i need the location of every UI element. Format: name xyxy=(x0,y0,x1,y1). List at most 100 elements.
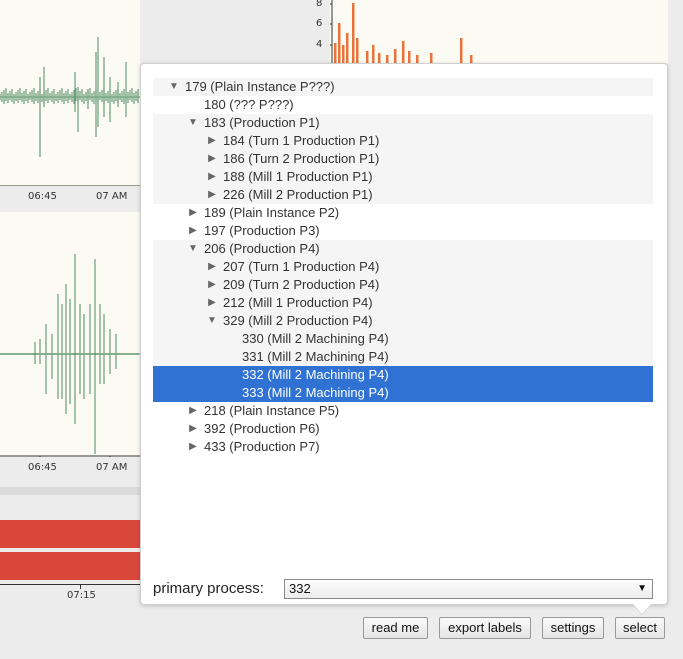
tree-item-label: 329 (Mill 2 Production P4) xyxy=(223,313,373,328)
export-labels-button[interactable]: export labels xyxy=(439,617,531,639)
histogram-bar xyxy=(366,51,369,63)
tree-item-label: 179 (Plain Instance P???) xyxy=(185,79,335,94)
timeline-bar xyxy=(0,552,140,580)
histogram-bar xyxy=(430,53,433,63)
histogram-bar xyxy=(356,38,359,63)
histogram-bar xyxy=(378,53,381,63)
histogram-bar xyxy=(402,41,405,63)
triangle-down-icon[interactable]: ▼ xyxy=(188,117,198,128)
tree-item-label: 433 (Production P7) xyxy=(204,439,320,454)
read-me-button[interactable]: read me xyxy=(363,617,428,639)
histogram-bar xyxy=(416,55,419,63)
tree-item-label: 212 (Mill 1 Production P4) xyxy=(223,295,373,310)
histogram-bar xyxy=(394,49,397,63)
tree-item[interactable]: ▶ 392 (Production P6) xyxy=(153,420,653,438)
triangle-right-icon[interactable]: ▶ xyxy=(208,153,216,164)
histogram-chart xyxy=(330,0,668,63)
tick-label: 06:45 xyxy=(28,462,57,473)
tree-item[interactable]: 331 (Mill 2 Machining P4) xyxy=(153,348,653,366)
tree-item[interactable]: ▶ 184 (Turn 1 Production P1) xyxy=(153,132,653,150)
triangle-right-icon[interactable]: ▶ xyxy=(189,405,197,416)
tree-item[interactable]: ▶ 189 (Plain Instance P2) xyxy=(153,204,653,222)
tree-item-label: 206 (Production P4) xyxy=(204,241,320,256)
waveform-chart-middle xyxy=(0,212,140,461)
tree-item[interactable]: ▶ 207 (Turn 1 Production P4) xyxy=(153,258,653,276)
triangle-right-icon[interactable]: ▶ xyxy=(208,297,216,308)
tree-item-label: 331 (Mill 2 Machining P4) xyxy=(242,349,389,364)
settings-button[interactable]: settings xyxy=(542,617,604,639)
timeline-tick xyxy=(80,584,81,589)
tree-item-label: 207 (Turn 1 Production P4) xyxy=(223,259,380,274)
tree-item-label: 189 (Plain Instance P2) xyxy=(204,205,340,220)
histogram-bar xyxy=(342,45,345,63)
timeline-axis xyxy=(0,584,140,585)
triangle-right-icon[interactable]: ▶ xyxy=(189,441,197,452)
triangle-right-icon[interactable]: ▶ xyxy=(189,423,197,434)
tree-item[interactable]: ▶ 197 (Production P3) xyxy=(153,222,653,240)
tree-item-label: 197 (Production P3) xyxy=(204,223,320,238)
triangle-down-icon[interactable]: ▼ xyxy=(188,243,198,254)
caret-down-icon: ▼ xyxy=(637,583,647,594)
tree-item-label: 218 (Plain Instance P5) xyxy=(204,403,340,418)
timeline-bar xyxy=(0,520,140,548)
tree-item[interactable]: ▼ 329 (Mill 2 Production P4) xyxy=(153,312,653,330)
triangle-down-icon[interactable]: ▼ xyxy=(169,81,179,92)
histogram-bar xyxy=(352,3,355,63)
tree-item[interactable]: ▶ 218 (Plain Instance P5) xyxy=(153,402,653,420)
y-tick-label: 6 xyxy=(316,18,323,29)
tree-item[interactable]: ▶ 209 (Turn 2 Production P4) xyxy=(153,276,653,294)
tree-item-label: 333 (Mill 2 Machining P4) xyxy=(242,385,389,400)
tree-item[interactable]: 332 (Mill 2 Machining P4) xyxy=(153,366,653,384)
tree-item-label: 184 (Turn 1 Production P1) xyxy=(223,133,380,148)
tick-label: 07:15 xyxy=(67,590,96,601)
histogram-bar xyxy=(460,38,463,63)
tree-item-label: 330 (Mill 2 Machining P4) xyxy=(242,331,389,346)
waveform-chart-top xyxy=(0,0,140,191)
triangle-down-icon[interactable]: ▼ xyxy=(207,315,217,326)
divider-strip xyxy=(0,487,140,495)
primary-process-select[interactable]: 332 ▼ xyxy=(284,579,653,599)
tree-item[interactable]: ▶ 226 (Mill 2 Production P1) xyxy=(153,186,653,204)
primary-process-row: primary process: 332 ▼ xyxy=(153,578,658,600)
tree-item-label: 186 (Turn 2 Production P1) xyxy=(223,151,380,166)
process-tree: ▼ 179 (Plain Instance P???) 180 (??? P???)… xyxy=(153,78,653,456)
tree-item[interactable]: ▶ 212 (Mill 1 Production P4) xyxy=(153,294,653,312)
tick-label: 07 AM xyxy=(96,191,128,202)
tree-item[interactable]: 330 (Mill 2 Machining P4) xyxy=(153,330,653,348)
tree-item[interactable]: ▶ 186 (Turn 2 Production P1) xyxy=(153,150,653,168)
triangle-right-icon[interactable]: ▶ xyxy=(208,135,216,146)
tick-label: 07 AM xyxy=(96,462,128,473)
tree-item[interactable]: ▼ 179 (Plain Instance P???) xyxy=(153,78,653,96)
process-select-popover: ▼ 179 (Plain Instance P???) 180 (??? P???)… xyxy=(140,63,668,605)
tree-item[interactable]: 333 (Mill 2 Machining P4) xyxy=(153,384,653,402)
triangle-right-icon[interactable]: ▶ xyxy=(189,225,197,236)
tree-item[interactable]: ▼ 206 (Production P4) xyxy=(153,240,653,258)
histogram-bar xyxy=(338,23,341,63)
tree-item-label: 332 (Mill 2 Machining P4) xyxy=(242,367,389,382)
primary-process-value: 332 xyxy=(289,581,311,596)
triangle-right-icon[interactable]: ▶ xyxy=(189,207,197,218)
tree-item-label: 226 (Mill 2 Production P1) xyxy=(223,187,373,202)
histogram-bar xyxy=(334,43,337,63)
tree-item[interactable]: ▼ 183 (Production P1) xyxy=(153,114,653,132)
triangle-right-icon[interactable]: ▶ xyxy=(208,189,216,200)
histogram-bar xyxy=(386,55,389,63)
tree-item-label: 209 (Turn 2 Production P4) xyxy=(223,277,380,292)
triangle-right-icon[interactable]: ▶ xyxy=(208,261,216,272)
tree-item-label: 392 (Production P6) xyxy=(204,421,320,436)
tree-item-label: 180 (??? P???) xyxy=(204,97,294,112)
tree-item-label: 188 (Mill 1 Production P1) xyxy=(223,169,373,184)
tree-item-label: 183 (Production P1) xyxy=(204,115,320,130)
tree-item[interactable]: ▶ 188 (Mill 1 Production P1) xyxy=(153,168,653,186)
triangle-right-icon[interactable]: ▶ xyxy=(208,279,216,290)
triangle-right-icon[interactable]: ▶ xyxy=(208,171,216,182)
y-tick-label: 4 xyxy=(316,39,323,50)
primary-process-label: primary process: xyxy=(153,580,264,597)
histogram-bar xyxy=(372,45,375,63)
histogram-svg xyxy=(330,0,473,63)
select-button[interactable]: select xyxy=(615,617,665,639)
tree-item[interactable]: ▶ 433 (Production P7) xyxy=(153,438,653,456)
y-tick-label: 8 xyxy=(316,0,323,9)
tree-item[interactable]: 180 (??? P???) xyxy=(153,96,653,114)
popover-arrow xyxy=(633,604,651,614)
